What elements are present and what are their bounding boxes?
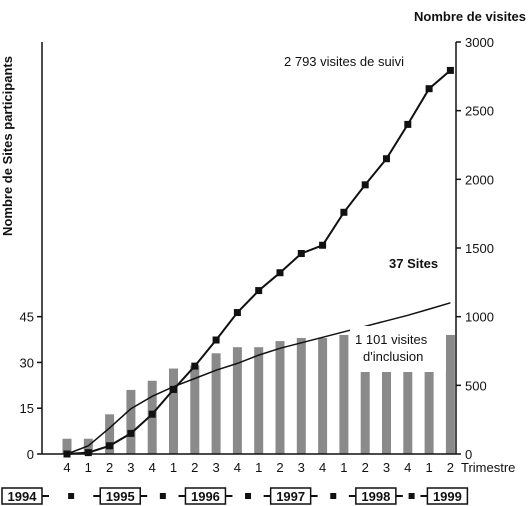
follow-up-marker [106, 442, 114, 450]
year-connector [245, 493, 252, 499]
left-tick-label: 15 [20, 401, 34, 416]
x-axis-title: Trimestre [461, 460, 515, 475]
bar [190, 365, 200, 454]
left-axis-title: Nombre de Sites participants [0, 56, 15, 236]
year-label: 1998 [361, 489, 390, 504]
quarter-label: 1 [85, 460, 92, 475]
quarter-label: 1 [255, 460, 262, 475]
bar [360, 334, 370, 454]
quarter-label: 4 [63, 460, 70, 475]
years-layer: 1994 1995 1996 1997 1998 1999 [1, 487, 469, 505]
follow-up-marker [148, 410, 156, 418]
year-label: 1996 [191, 489, 220, 504]
year-connector [68, 493, 75, 499]
quarter-label: 2 [191, 460, 198, 475]
inclusion-line [66, 302, 451, 455]
year-label: 1997 [276, 489, 305, 504]
quarter-label: 4 [149, 460, 156, 475]
follow-up-marker [170, 385, 177, 393]
follow-up-annotation: 2 793 visites de suivi [284, 54, 404, 69]
bar [126, 389, 136, 454]
follow-up-marker [319, 241, 327, 249]
follow-up-marker [425, 85, 433, 93]
quarter-label: 4 [319, 460, 326, 475]
bar [275, 341, 285, 454]
follow-up-marker [383, 155, 390, 163]
bar [296, 338, 306, 454]
bar [211, 353, 221, 454]
right-tick-label: 0 [465, 447, 472, 462]
quarter-label: 4 [234, 460, 241, 475]
quarter-label: 2 [106, 460, 113, 475]
follow-up-marker [233, 309, 241, 317]
ticks-layer: 0 15 30 45 0 500 1000 1500 2000 2500 3000 [20, 35, 494, 462]
inclusion-annotation-line1: 1 101 visites [355, 332, 428, 347]
right-tick-label: 3000 [465, 35, 494, 50]
year-label: 1995 [106, 489, 135, 504]
quarter-label: 2 [276, 460, 283, 475]
quarter-label: 1 [170, 460, 177, 475]
year-connector [159, 493, 166, 499]
quarter-label: 2 [447, 460, 454, 475]
bar [339, 334, 349, 454]
right-tick-label: 2000 [465, 172, 494, 187]
inclusion-annotation-line2: d'inclusion [363, 349, 423, 364]
annotation-box [350, 326, 446, 372]
follow-up-marker [361, 181, 369, 189]
bar [445, 334, 455, 454]
follow-up-marker [276, 269, 284, 277]
right-tick-label: 500 [465, 378, 487, 393]
follow-up-marker [340, 208, 348, 216]
bar [169, 368, 178, 454]
follow-up-marker [212, 336, 220, 344]
left-tick-label: 30 [20, 355, 34, 370]
bar [232, 347, 242, 454]
year-label: 1994 [8, 489, 38, 504]
quarter-label: 1 [425, 460, 432, 475]
bar [105, 414, 115, 454]
quarter-label: 3 [127, 460, 134, 475]
follow-up-marker [446, 66, 454, 74]
year-connector [330, 493, 337, 499]
bar [318, 338, 328, 454]
axes-layer [41, 42, 457, 455]
bar [254, 347, 264, 454]
bars-layer [62, 334, 455, 454]
year-connector [408, 493, 415, 499]
right-tick-label: 1000 [465, 310, 494, 325]
right-axis-title: Nombre de visites [414, 9, 526, 24]
bar [403, 334, 413, 454]
left-tick-label: 0 [27, 447, 34, 462]
quarter-label: 1 [340, 460, 347, 475]
follow-up-marker [84, 449, 92, 457]
year-label: 1999 [433, 489, 462, 504]
quarter-label: 3 [212, 460, 219, 475]
right-tick-label: 2500 [465, 104, 494, 119]
follow-up-marker [404, 120, 412, 128]
bar [382, 334, 391, 454]
quarter-label: 3 [383, 460, 390, 475]
quarter-label: 2 [362, 460, 369, 475]
bar [424, 334, 434, 454]
follow-up-marker [191, 362, 199, 370]
lines-layer [63, 66, 454, 458]
left-tick-label: 45 [20, 310, 34, 325]
quarter-label: 3 [298, 460, 305, 475]
sites-annotation: 37 Sites [389, 256, 438, 271]
follow-up-marker [255, 287, 263, 295]
right-tick-label: 1500 [465, 241, 494, 256]
follow-up-marker [297, 249, 305, 257]
quarter-label: 4 [404, 460, 411, 475]
bar [62, 438, 72, 454]
follow-up-marker [127, 429, 135, 437]
year-box [426, 487, 469, 505]
